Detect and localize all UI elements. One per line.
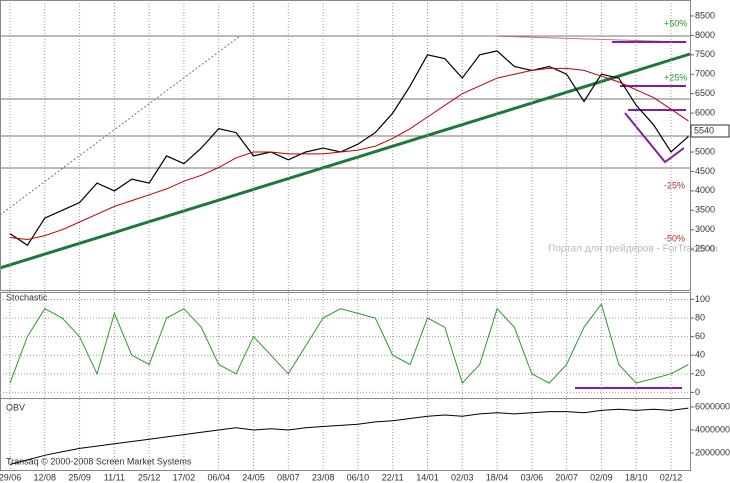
y-tick-label: 2500 bbox=[695, 244, 715, 254]
x-tick-label: 22/11 bbox=[382, 472, 404, 482]
x-tick-label: 02/12 bbox=[660, 472, 683, 482]
current-price-box bbox=[690, 124, 730, 138]
y-tick-label: 40 bbox=[695, 350, 705, 360]
y-tick-label: 5000 bbox=[695, 146, 715, 156]
x-tick-label: 25/09 bbox=[68, 472, 91, 482]
y-tick-label: 20 bbox=[695, 368, 705, 378]
panel-title: Stochastic bbox=[6, 292, 48, 302]
y-tick-label: 6000 bbox=[695, 107, 715, 117]
level-annotation: -25% bbox=[664, 180, 685, 190]
y-tick-label: 3500 bbox=[695, 205, 715, 215]
y-tick-label: 0 bbox=[695, 387, 700, 397]
series-line bbox=[9, 407, 689, 465]
y-tick-label: 100 bbox=[695, 294, 710, 304]
series-line bbox=[9, 67, 689, 241]
x-tick-label: 18/04 bbox=[486, 472, 509, 482]
y-tick-label: 80 bbox=[695, 312, 705, 322]
x-tick-label: 29/06 bbox=[0, 472, 21, 482]
series-line bbox=[9, 50, 689, 247]
y-tick-label: 8000 bbox=[695, 30, 715, 40]
y-tick-label: 7500 bbox=[695, 49, 715, 59]
level-annotation: +25% bbox=[664, 72, 687, 82]
y-tick-label: 4000 bbox=[695, 185, 715, 195]
x-tick-label: 23/08 bbox=[312, 472, 335, 482]
panel-frame bbox=[0, 398, 691, 471]
y-tick-label: 20000000 bbox=[695, 447, 730, 457]
x-tick-label: 24/05 bbox=[242, 472, 265, 482]
x-tick-label: 06/04 bbox=[207, 472, 230, 482]
y-tick-label: 60000000 bbox=[695, 401, 730, 411]
y-tick-label: 6500 bbox=[695, 88, 715, 98]
series-line bbox=[9, 302, 689, 385]
trend-line bbox=[0, 35, 241, 216]
panel-title: OBV bbox=[6, 402, 25, 412]
x-tick-label: 03/06 bbox=[521, 472, 544, 482]
panel-frame bbox=[0, 0, 691, 291]
x-tick-label: 02/09 bbox=[590, 472, 613, 482]
x-tick-label: 20/07 bbox=[555, 472, 578, 482]
y-tick-label: 8500 bbox=[695, 10, 715, 20]
y-tick-label: 60 bbox=[695, 331, 705, 341]
x-tick-label: 25/12 bbox=[138, 472, 161, 482]
watermark: Портал для трейдеров - ForTrader.ru bbox=[548, 244, 718, 255]
level-annotation: -50% bbox=[664, 233, 685, 243]
y-tick-label: 40000000 bbox=[695, 424, 730, 434]
y-tick-label: 4500 bbox=[695, 166, 715, 176]
drawing-tools bbox=[0, 35, 691, 389]
x-tick-label: 12/08 bbox=[34, 472, 57, 482]
channel-line bbox=[624, 112, 685, 164]
current-price-label: 5540 bbox=[694, 125, 714, 135]
x-tick-label: 08/07 bbox=[277, 472, 300, 482]
credit: Transaq © 2000-2008 Screen Market System… bbox=[6, 456, 192, 466]
y-tick-label: 3000 bbox=[695, 224, 715, 234]
x-tick-label: 11/11 bbox=[104, 472, 125, 482]
x-tick-label: 14/01 bbox=[416, 472, 439, 482]
x-tick-label: 06/10 bbox=[347, 472, 370, 482]
x-tick-label: 17/02 bbox=[173, 472, 196, 482]
level-annotation: +50% bbox=[664, 18, 687, 28]
x-tick-label: 18/10 bbox=[625, 472, 648, 482]
trend-line bbox=[0, 52, 691, 270]
y-tick-label: 7000 bbox=[695, 69, 715, 79]
x-tick-label: 02/03 bbox=[451, 472, 474, 482]
